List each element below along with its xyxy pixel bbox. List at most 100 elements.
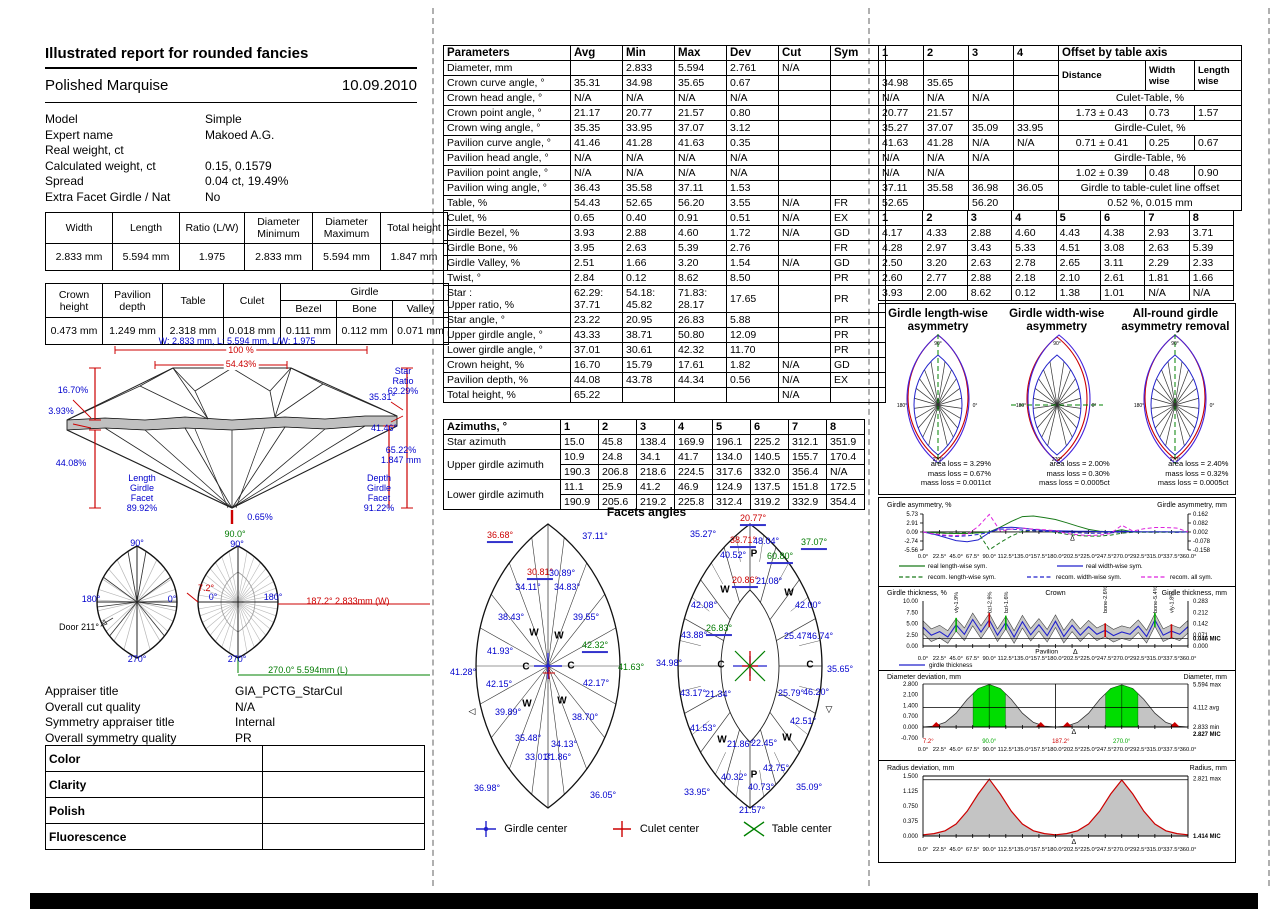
table-cell (1013, 150, 1059, 166)
table-row: Pavilion depth, % 44.08 43.78 44.34 0.56 N/A E… (443, 372, 886, 388)
table-cell: 21.57 (923, 105, 969, 121)
table-cell: Girdle to table-culet line offset (1058, 180, 1242, 196)
table-cell: Crown height, % (443, 357, 571, 373)
asymmetry-title: asymmetry (907, 320, 969, 333)
svg-text:-0.078: -0.078 (1193, 539, 1211, 545)
charts-panel: Girdle asymmetry, % Girdle asymmetry, mm 5… (878, 497, 1236, 863)
table-cell: Bezel (280, 300, 337, 318)
svg-text:315.0°: 315.0° (1146, 656, 1163, 662)
diagram-label: 39.55° (572, 612, 600, 623)
diagram-label: 54.43% (223, 359, 259, 370)
dimensions-table: Width Length Ratio (L/W) Diameter Minimum Dia… (45, 212, 448, 271)
table-row: Fluorescence (45, 823, 425, 850)
svg-text:90.0°: 90.0° (982, 747, 996, 753)
table-row: 4.17 4.33 2.88 4.60 4.43 4.38 2.93 3.71 (877, 225, 1235, 241)
table-center-icon (743, 821, 765, 837)
diagram-label: ◁ (468, 706, 476, 717)
table-cell: 5.39 (1188, 240, 1235, 256)
table-cell: 0.90 (1194, 165, 1242, 181)
table-row: 4.28 2.97 3.43 5.33 4.51 3.08 2.63 5.39 (877, 240, 1235, 256)
table-cell: 1.73 ± 0.43 (1058, 105, 1146, 121)
table-row: 190.3 206.8 218.6 224.5 317.6 332.0 356.4 N/A (444, 464, 865, 480)
table-cell: N/A (778, 195, 831, 211)
table-cell: 23.22 (570, 312, 623, 328)
diagram-label: W: 2.833 mm, L: 5.594 mm, L/W: 1.975 (158, 336, 316, 347)
diagram-label: W (529, 627, 539, 639)
svg-text:2.821 max: 2.821 max (1193, 776, 1221, 782)
chart-section: Diameter deviation, mm Diameter, mm 2.800 2… (879, 670, 1235, 760)
svg-text:90.0°: 90.0° (982, 739, 997, 745)
svg-text:315.0°: 315.0° (1146, 847, 1163, 853)
svg-text:5.00: 5.00 (906, 622, 918, 628)
diagram-label: 0.65% (247, 512, 273, 523)
table-cell: 2.833 mm (244, 243, 313, 271)
table-cell: 4.60 (674, 225, 727, 241)
table-cell: 0.56 (726, 372, 779, 388)
svg-text:Girdle thickness, %: Girdle thickness, % (887, 590, 947, 597)
table-cell: 2.63 (622, 240, 675, 256)
svg-text:22.5°: 22.5° (933, 747, 947, 753)
table-cell: 36.43 (570, 180, 623, 196)
table-cell: 3.95 (570, 240, 623, 256)
table-row: 20.77 21.57 1.73 ± 0.43 0.73 1.57 (878, 105, 1242, 121)
table-cell: 190.3 (560, 464, 599, 480)
table-cell: 8.50 (726, 270, 779, 286)
diagram-label: 36.05° (589, 790, 617, 801)
diagram-label: 31.86° (544, 752, 572, 763)
svg-text:292.5°: 292.5° (1130, 554, 1147, 560)
svg-text:recom. length-wise sym.: recom. length-wise sym. (928, 574, 996, 581)
asymmetry-title: asymmetry removal (1121, 320, 1230, 333)
table-cell: 151.8 (788, 479, 827, 495)
table-cell: 56.20 (674, 195, 727, 211)
table-row: Pavilion curve angle, ° 41.46 41.28 41.63 0.… (443, 135, 886, 151)
table-cell: 1.01 (1099, 285, 1146, 301)
table-cell (878, 60, 924, 76)
table-cell: 1.02 ± 0.39 (1058, 165, 1146, 181)
table-cell: 43.33 (570, 327, 623, 343)
svg-text:90.0°: 90.0° (982, 847, 996, 853)
key-value-row: Spread 0.04 ct, 19.49% (45, 174, 289, 188)
legend-label: Table center (771, 823, 832, 835)
parameters-table: Parameters Avg Min Max Dev Cut Sym Diameter, mm… (443, 45, 886, 403)
diagram-label: 90° (130, 538, 144, 549)
legend-item: Culet center (610, 820, 699, 838)
table-cell: 0.67 (1194, 135, 1242, 151)
diagram-label: 37.07° (800, 537, 828, 550)
table-cell: 2.10 (1055, 270, 1101, 286)
chart-svg: Radius deviation, mm Radius, mm 1.500 1.125… (887, 765, 1227, 853)
diagram-label: 25.47° (783, 631, 811, 642)
svg-text:157.5°: 157.5° (1031, 656, 1048, 662)
svg-text:90°: 90° (1172, 341, 1180, 347)
table-row: 3.93 2.00 8.62 0.12 1.38 1.01 N/A N/A (877, 285, 1235, 301)
svg-text:225.0°: 225.0° (1080, 847, 1097, 853)
diagram-label: 41.63° (617, 662, 645, 673)
diagram-label: W (717, 734, 727, 746)
diagram-label: 41.46° (370, 423, 398, 434)
diagram-label: 34.98° (655, 658, 683, 669)
table-cell (622, 387, 675, 403)
table-cell: 37.11 (674, 180, 727, 196)
svg-text:0.071: 0.071 (1193, 633, 1209, 639)
table-cell: 65.22 (570, 387, 623, 403)
svg-text:recom. all sym.: recom. all sym. (1170, 574, 1213, 581)
grade-label: Color (45, 745, 263, 772)
chart-section: Girdle thickness, % Girdle thickness, mm C… (879, 586, 1235, 670)
table-row: Pavilion wing angle, ° 36.43 35.58 37.11 1.5… (443, 180, 886, 196)
diagram-label: 42.17° (582, 678, 610, 689)
table-cell: 5.33 (1011, 240, 1057, 256)
diagram-label: ▽ (825, 704, 833, 715)
table-cell: 0.12 (1011, 285, 1057, 301)
table-cell: Upper girdle angle, ° (443, 327, 571, 343)
loss-stat: mass loss = 0.30% (1046, 468, 1110, 478)
table-cell: 3.20 (922, 255, 968, 271)
svg-text:292.5°: 292.5° (1130, 747, 1147, 753)
loss-stat: area loss = 2.00% (1049, 459, 1110, 468)
table-row: Culet, % 0.65 0.40 0.91 0.51 N/A EX (443, 210, 886, 226)
column-header: 5 (712, 419, 751, 435)
diagram-label: C (522, 661, 530, 673)
svg-text:90°: 90° (934, 341, 942, 347)
table-cell: 3.12 (726, 120, 779, 136)
column-header: 4 (1013, 45, 1059, 61)
table-cell: Table (162, 283, 224, 318)
table-row: Crown head angle, ° N/A N/A N/A N/A (443, 90, 886, 106)
